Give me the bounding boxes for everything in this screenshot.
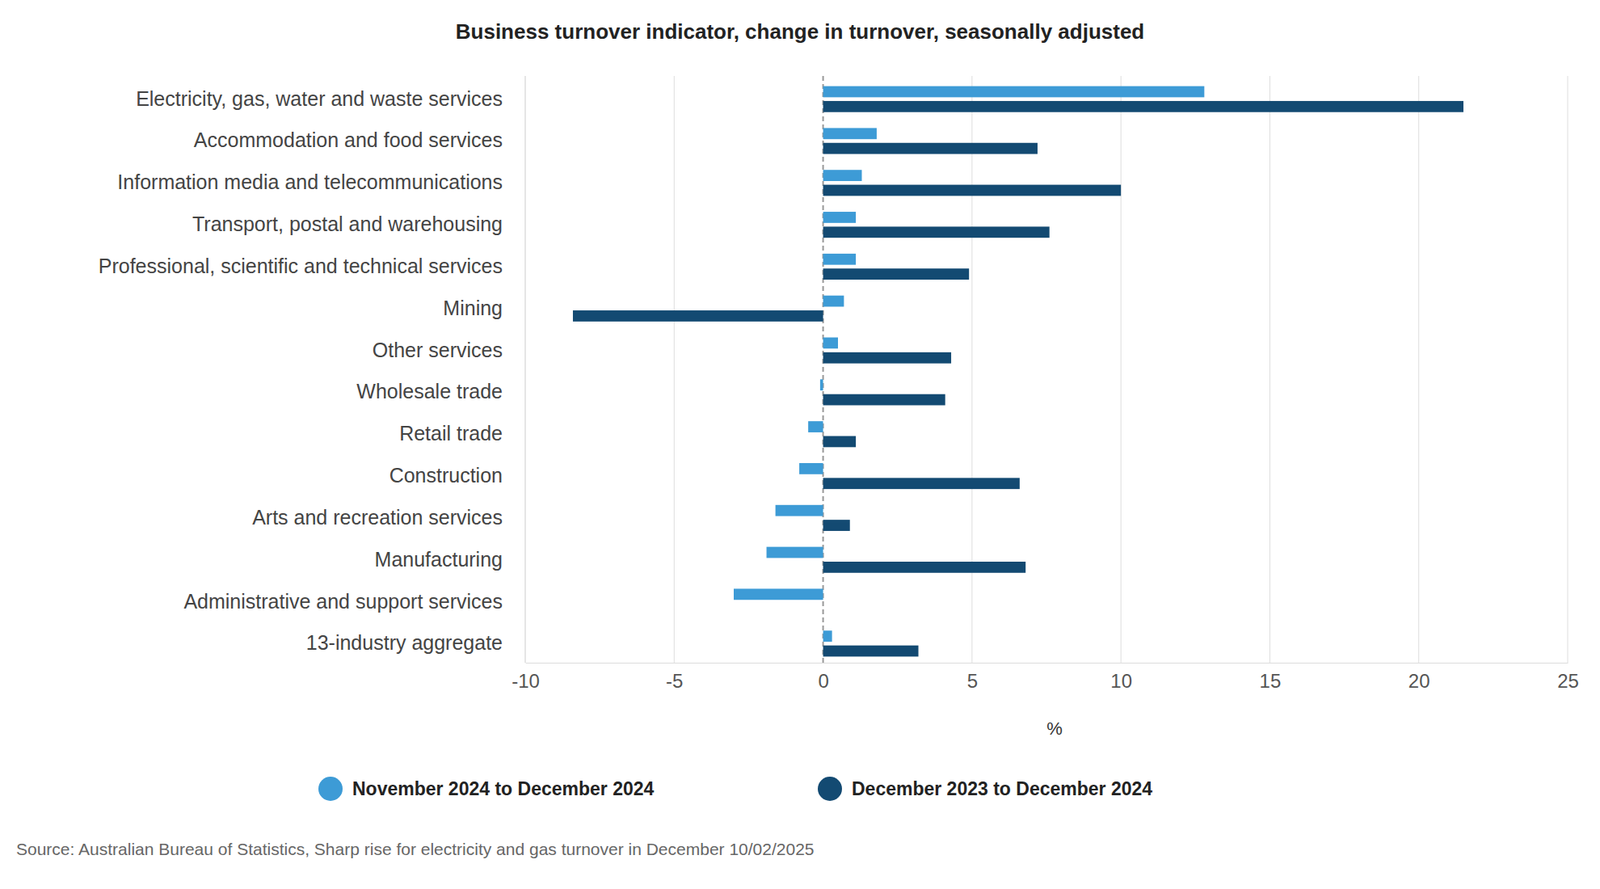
tick: -5: [665, 662, 683, 692]
bar: [823, 86, 1205, 98]
category-label: Administrative and support services: [183, 589, 503, 613]
bars: [572, 86, 1464, 657]
category-label: Arts and recreation services: [252, 505, 503, 529]
bar: [823, 436, 857, 448]
tick: Arts and recreation services: [252, 505, 526, 529]
category-label: Retail trade: [399, 421, 503, 445]
bar: [775, 505, 824, 517]
bar: [766, 547, 824, 559]
bar: [823, 143, 1038, 155]
bar: [823, 253, 857, 266]
legend-label: November 2024 to December 2024: [352, 778, 655, 800]
tick: Construction: [389, 463, 526, 487]
bar: [823, 127, 877, 139]
bar: [823, 226, 1050, 238]
bar: [823, 295, 845, 308]
tick: Manufacturing: [374, 547, 526, 571]
tick: 15: [1259, 662, 1282, 692]
bar: [823, 519, 851, 531]
category-label: Mining: [442, 296, 503, 320]
bar: [823, 268, 970, 280]
tick: Electricity, gas, water and waste servic…: [135, 87, 526, 110]
chart: Business turnover indicator, change in t…: [0, 0, 1600, 889]
legend: November 2024 to December 2024 December 2…: [318, 776, 1153, 801]
axis-line: [526, 662, 1569, 664]
bar: [823, 561, 1027, 573]
bar: [823, 211, 857, 224]
tick: 10: [1110, 662, 1133, 692]
source: Source: Australian Bureau of Statistics,…: [16, 839, 815, 859]
grid-line: [971, 75, 973, 663]
category-label: Professional, scientific and technical s…: [98, 254, 503, 278]
category-label: Manufacturing: [374, 547, 503, 571]
legend-swatch: [318, 776, 343, 801]
bar: [572, 310, 824, 322]
tick: 13-industry aggregate: [306, 631, 526, 654]
tick: 25: [1557, 662, 1579, 692]
grid-line: [1567, 75, 1569, 663]
tick-label: 20: [1408, 669, 1431, 692]
tick: Accommodation and food services: [193, 128, 526, 152]
grid-line: [1418, 75, 1419, 663]
tick: Retail trade: [399, 421, 526, 445]
bar: [823, 477, 1020, 489]
grid-line: [525, 75, 527, 663]
legend-swatch: [817, 776, 843, 801]
tick-label: 0: [817, 669, 829, 692]
tick-label: -10: [511, 669, 540, 692]
bar: [820, 378, 824, 391]
tick-label: 5: [967, 669, 978, 692]
tick: 5: [967, 662, 978, 692]
tick-label: 25: [1557, 669, 1579, 692]
bar: [823, 169, 863, 182]
tick-label: 15: [1259, 669, 1282, 692]
x-axis: -10 -5 0 5 10 15 20 25: [511, 662, 1579, 692]
bar: [823, 630, 833, 642]
y-axis-line: [525, 75, 527, 663]
bar: [799, 463, 823, 475]
category-label: Transport, postal and warehousing: [192, 212, 503, 236]
tick-label: -5: [665, 669, 683, 692]
category-label: Accommodation and food services: [193, 128, 503, 152]
bar: [823, 101, 1464, 113]
tick: Administrative and support services: [183, 589, 526, 613]
bar: [823, 185, 1122, 197]
bar: [823, 645, 919, 657]
grid: [525, 75, 1568, 663]
category-label: Electricity, gas, water and waste servic…: [135, 87, 503, 110]
title: Business turnover indicator, change in t…: [455, 19, 1145, 44]
category-label: Information media and telecommunications: [117, 170, 503, 194]
grid-line: [1269, 75, 1271, 663]
bar: [823, 394, 946, 406]
category-label: Construction: [389, 463, 503, 487]
tick: 0: [817, 662, 829, 692]
legend-label: December 2023 to December 2024: [851, 778, 1153, 800]
tick: Transport, postal and warehousing: [192, 212, 526, 236]
tick: Mining: [442, 296, 526, 320]
tick: 20: [1408, 662, 1431, 692]
tick: Wholesale trade: [356, 379, 526, 403]
bar: [822, 603, 824, 615]
tick: Other services: [372, 338, 526, 362]
category-label: Other services: [372, 338, 503, 362]
tick: Professional, scientific and technical s…: [98, 254, 526, 278]
category-label: 13-industry aggregate: [306, 631, 503, 654]
bar: [823, 352, 952, 364]
grid-line: [1120, 75, 1122, 663]
bar: [823, 337, 838, 350]
category-label: Wholesale trade: [356, 379, 503, 403]
x-axis-title: %: [1046, 718, 1063, 739]
bar: [808, 421, 823, 433]
grid-line: [673, 75, 675, 663]
tick-label: 10: [1110, 669, 1133, 692]
bar: [733, 588, 824, 600]
tick: Information media and telecommunications: [117, 170, 526, 194]
y-axis: Electricity, gas, water and waste servic…: [98, 87, 526, 655]
grid-line: [822, 75, 825, 663]
tick: -10: [511, 662, 540, 692]
